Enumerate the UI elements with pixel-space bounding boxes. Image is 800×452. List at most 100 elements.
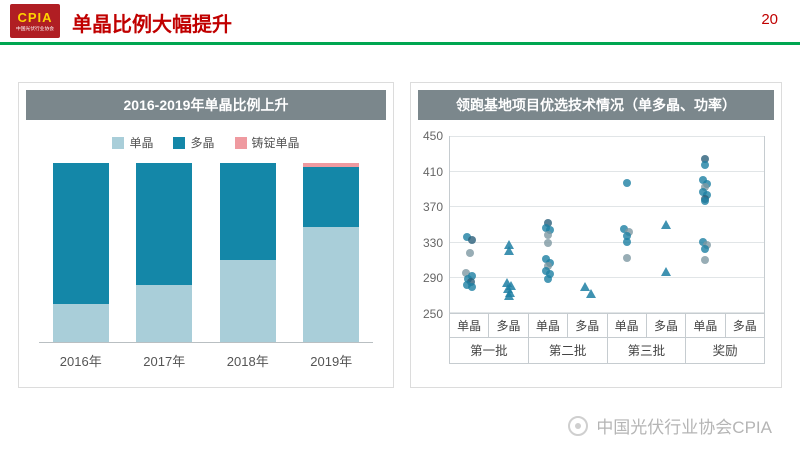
page-title: 单晶比例大幅提升 [72, 14, 232, 36]
scatter-point-circle [467, 272, 476, 281]
scatter-point-triangle [580, 282, 591, 292]
bar-chart-x-axis: 2016年 2017年 2018年 2019年 [39, 351, 373, 370]
scatter-point-circle [701, 183, 710, 192]
scatter-point-circle [463, 233, 472, 242]
bar-segment [136, 284, 193, 342]
legend-label: 多晶 [190, 136, 215, 150]
bar-2018年 [219, 163, 276, 342]
bar-segment [52, 163, 109, 305]
scatter-x-axis-types: 单晶 多晶 单晶 多晶 单晶 多晶 单晶 多晶 [449, 314, 765, 338]
watermark-logo-icon [568, 415, 589, 436]
scatter-x-label: 单晶 [607, 314, 647, 338]
watermark: 中国光伏行业协会CPIA [568, 413, 772, 438]
scatter-point-circle [546, 270, 555, 279]
scatter-x-label: 单晶 [528, 314, 569, 338]
scatter-point-circle [544, 274, 553, 283]
bar-segment [219, 259, 276, 342]
bar-x-label: 2018年 [226, 354, 269, 369]
scatter-point-triangle [585, 288, 596, 298]
scatter-point-circle [544, 230, 553, 239]
scatter-point-triangle [660, 220, 671, 229]
y-tick-label: 410 [422, 164, 443, 179]
bar-chart-plot [39, 163, 373, 343]
scatter-point-circle [622, 232, 631, 241]
scatter-group-label: 第三批 [607, 338, 687, 364]
scatter-group-label: 第一批 [450, 338, 529, 364]
scatter-chart-title: 领跑基地项目优选技术情况（单多晶、功率） [418, 90, 774, 120]
scatter-point-triangle [660, 266, 671, 276]
watermark-text: 中国光伏行业协会CPIA [596, 418, 772, 437]
bar-segment [303, 227, 360, 342]
cpia-logo-text: CPIA [17, 9, 53, 25]
scatter-point-circle [541, 266, 550, 275]
bar-segment [136, 163, 193, 285]
page-number: 20 [761, 11, 778, 28]
scatter-y-axis: 250 290 330 370 410 450 [419, 129, 449, 321]
legend-item: 铸锭单晶 [234, 134, 300, 151]
cpia-logo-subtext: 中国光伏行业协会 [15, 25, 54, 32]
bar-2017年 [136, 163, 193, 342]
legend-item: 单晶 [112, 134, 153, 151]
y-tick-label: 450 [422, 129, 443, 143]
scatter-x-label: 单晶 [450, 314, 490, 338]
scatter-point-circle [467, 235, 476, 244]
bar-segment [219, 163, 276, 260]
legend-label: 单晶 [129, 136, 154, 150]
scatter-point-triangle [503, 240, 514, 250]
scatter-point-circle [462, 268, 471, 277]
bar-chart-legend: 单晶 多晶 铸锭单晶 [19, 134, 393, 151]
bar-segment [303, 166, 360, 228]
gridline [450, 206, 764, 208]
scatter-point-circle [622, 178, 631, 187]
scatter-point-circle [701, 161, 710, 170]
header-divider [0, 42, 800, 45]
scatter-group-label: 第二批 [528, 338, 608, 364]
scatter-point-triangle [503, 291, 514, 301]
scatter-point-circle [698, 237, 707, 246]
bar-x-label: 2017年 [143, 354, 186, 369]
legend-swatch [173, 136, 186, 149]
y-tick-label: 290 [422, 271, 443, 286]
scatter-point-circle [467, 283, 476, 292]
scatter-point-circle [622, 237, 631, 246]
slide-header: CPIA 中国光伏行业协会 单晶比例大幅提升 20 [0, 0, 800, 42]
scatter-point-circle [466, 278, 475, 287]
scatter-chart-area: 250 290 330 370 410 450 单晶 多晶 单晶 多晶 单晶 多晶 单晶 多晶 第一批第… [419, 129, 765, 364]
scatter-point-circle [701, 244, 710, 253]
bar-segment [303, 163, 360, 167]
scatter-point-circle [701, 155, 710, 163]
scatter-group-label: 奖励 [686, 338, 764, 364]
legend-swatch [112, 136, 125, 149]
y-tick-label: 330 [422, 235, 443, 250]
scatter-x-label: 单晶 [686, 314, 726, 338]
scatter-point-circle [546, 226, 555, 235]
scatter-point-circle [698, 187, 707, 196]
scatter-point-circle [701, 197, 710, 206]
scatter-x-label: 多晶 [646, 314, 687, 338]
bar-x-label: 2019年 [310, 354, 353, 369]
scatter-point-circle [541, 223, 550, 232]
scatter-point-circle [620, 224, 629, 233]
scatter-plot-column: 单晶 多晶 单晶 多晶 单晶 多晶 单晶 多晶 第一批 第二批 第三批 奖励 [449, 136, 765, 364]
scatter-point-triangle [503, 245, 514, 255]
scatter-point-circle [624, 228, 633, 237]
scatter-point-circle [544, 238, 553, 247]
bar-x-label: 2016年 [59, 354, 102, 369]
scatter-x-label: 多晶 [489, 314, 529, 338]
legend-swatch [234, 136, 247, 149]
scatter-x-label: 多晶 [725, 314, 764, 338]
scatter-point-circle [544, 219, 553, 228]
y-tick-label: 250 [422, 307, 443, 321]
scatter-plot [449, 136, 765, 314]
y-tick-label: 370 [422, 200, 443, 215]
scatter-x-label: 多晶 [568, 314, 608, 338]
gridline [450, 171, 764, 173]
scatter-point-circle [463, 280, 472, 289]
scatter-x-axis-groups: 第一批 第二批 第三批 奖励 [449, 338, 765, 364]
scatter-chart-panel: 领跑基地项目优选技术情况（单多晶、功率） 250 290 330 370 410 450 … [410, 82, 782, 388]
scatter-point-circle [541, 255, 550, 264]
bar-chart-title: 2016-2019年单晶比例上升 [26, 90, 386, 120]
scatter-point-circle [703, 191, 712, 200]
legend-item: 多晶 [173, 134, 215, 151]
